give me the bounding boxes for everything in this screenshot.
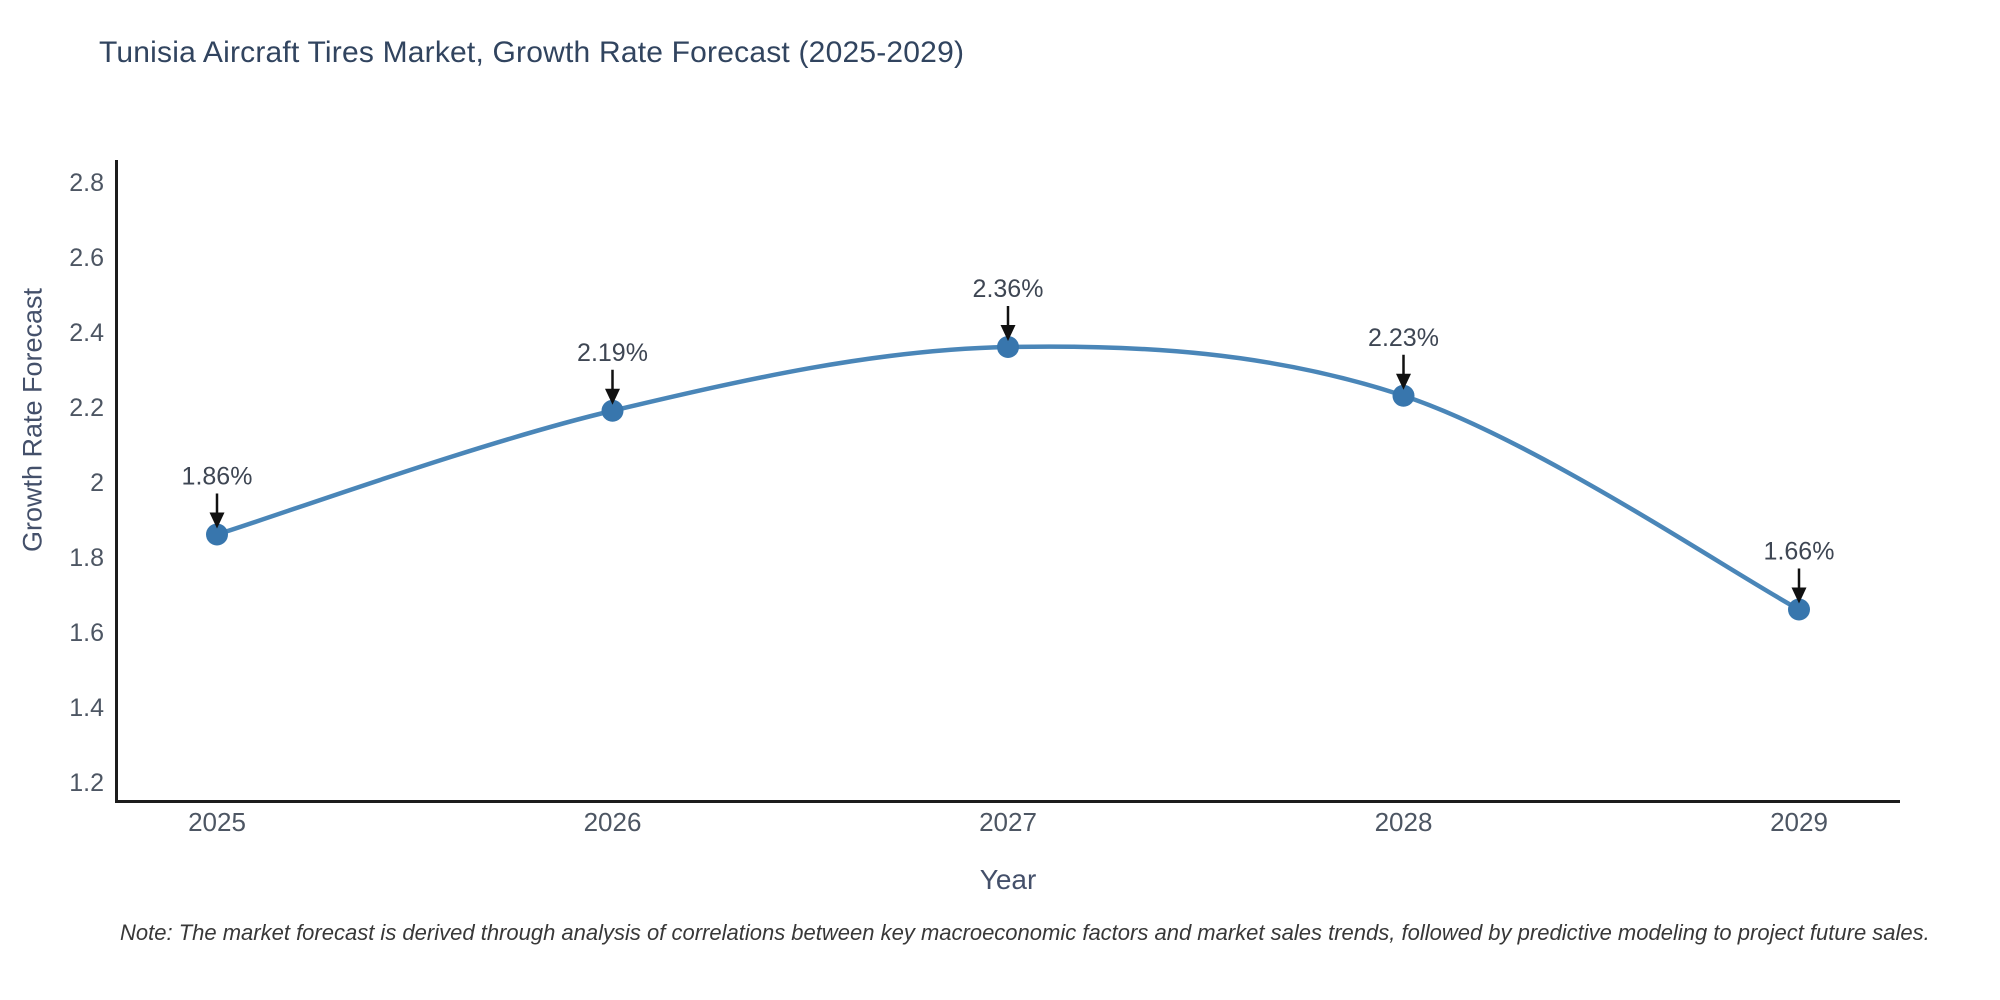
x-tick-label: 2026	[584, 807, 642, 837]
x-tick-label: 2025	[188, 807, 246, 837]
data-point-marker	[997, 336, 1019, 358]
data-point-label: 1.86%	[182, 463, 253, 491]
data-point-label: 1.66%	[1764, 538, 1835, 566]
y-tick-label: 1.6	[69, 619, 104, 647]
data-point-marker	[206, 523, 228, 546]
data-point-marker	[601, 399, 624, 422]
y-axis-title: Growth Rate Forecast	[17, 287, 48, 553]
y-tick-label: 2.4	[69, 319, 104, 347]
x-tick-label: 2028	[1375, 807, 1433, 837]
y-tick-label: 1.2	[69, 769, 104, 797]
data-point-label: 2.23%	[1368, 324, 1439, 352]
annotation-arrowhead-icon	[1000, 325, 1016, 341]
x-axis-title: Year	[979, 864, 1037, 895]
data-point-label: 2.36%	[973, 275, 1044, 303]
annotation-arrowhead-icon	[1396, 373, 1411, 390]
chart-title: Tunisia Aircraft Tires Market, Growth Ra…	[99, 36, 965, 69]
y-tick-label: 2.2	[69, 394, 104, 422]
y-tick-label: 2.6	[69, 244, 104, 272]
data-point-marker	[1392, 384, 1415, 407]
annotation-arrowhead-icon	[209, 512, 225, 529]
footnote: Note: The market forecast is derived thr…	[120, 920, 1930, 945]
y-tick-label: 1.8	[69, 544, 104, 572]
data-point-marker	[1788, 598, 1810, 621]
forecast-line	[214, 344, 1802, 612]
x-tick-label: 2027	[979, 807, 1037, 837]
data-point-label: 2.19%	[577, 339, 648, 367]
x-tick-label: 2029	[1770, 807, 1828, 837]
annotation-arrowhead-icon	[605, 388, 620, 405]
y-tick-label: 2.8	[69, 169, 104, 197]
y-tick-label: 1.4	[69, 694, 104, 722]
y-tick-label: 2	[90, 469, 104, 497]
annotation-arrowhead-icon	[1791, 587, 1807, 604]
